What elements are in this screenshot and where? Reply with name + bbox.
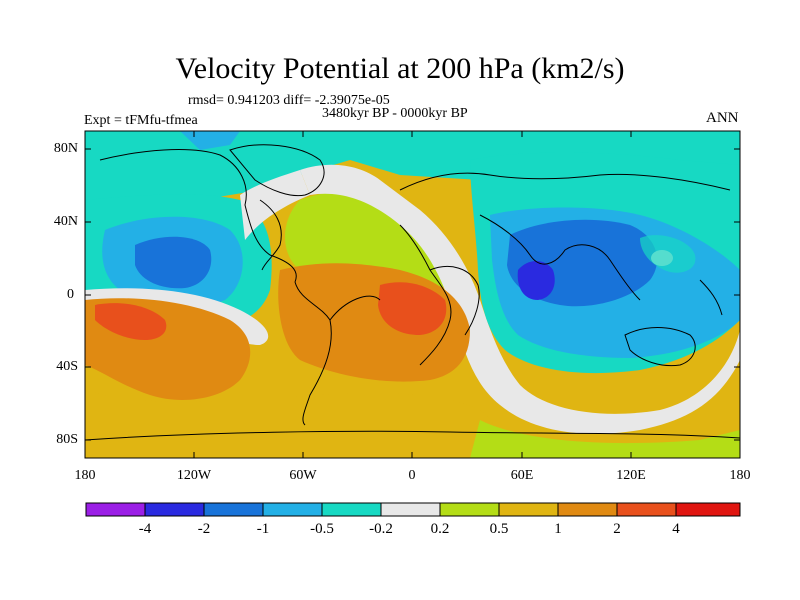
colorbar-box [144,502,205,517]
y-tick-label: 80N [53,141,78,156]
x-tick-label: 120E [616,468,646,483]
colorbar-box [557,502,618,517]
coast-antarctica [85,430,740,441]
contour-south-yellow [85,390,495,458]
colorbar-box [675,502,741,517]
colorbar-label: 0.2 [430,521,450,537]
coastlines [85,144,740,441]
colorbar-label: 4 [672,521,680,537]
y-tick-label: 40S [56,359,78,374]
x-tick-label: 0 [408,468,416,483]
coast-brazil [329,295,381,321]
x-tick-label: 60W [289,468,317,483]
x-tick-label: 120W [176,468,212,483]
colorbar-label: 0.5 [489,521,509,537]
colorbar-box [380,502,441,517]
colorbar-label: 1 [554,521,562,537]
colorbar-label: -0.2 [369,521,393,537]
experiment-label: Expt = tFMfu-tfmea [84,113,198,128]
coast-greenland [229,144,325,197]
coast-asia-south [479,214,641,301]
contour-greenland-blue [180,131,240,150]
colorbar-label: 2 [613,521,621,537]
colorbar-box [262,502,323,517]
contour-south-green [470,420,740,458]
coast-australia [624,327,696,367]
colorbar-label: -2 [197,521,211,537]
colorbar-label: -4 [138,521,152,537]
chart-title: Velocity Potential at 200 hPa (km2/s) [175,52,625,85]
colorbar-box [439,502,500,517]
contour-field [85,131,740,458]
coast-pacific-islands [699,279,723,316]
colorbar-box [498,502,559,517]
colorbar-box [85,502,146,517]
season-label: ANN [706,110,739,126]
colorbar-label: -1 [256,521,270,537]
contour-pacific-blue [135,236,212,289]
coast-north-america [99,149,297,283]
coast-africa-west [399,224,452,366]
contour-indian-darkblue [517,261,555,300]
colorbar-box [203,502,264,517]
contour-white-ribbon [300,164,740,434]
x-tick-label: 180 [74,468,96,483]
x-tick-label: 60E [510,468,534,483]
colorbar [85,502,741,517]
y-tick-label: 0 [67,287,74,302]
contour-pacific-red [95,303,167,340]
colorbar-label: -0.5 [310,521,334,537]
y-tick-label: 40N [53,214,78,229]
colorbar-box [321,502,382,517]
coast-central-america [259,199,282,271]
coast-eurasia-north [399,172,731,191]
coast-south-america [294,281,332,426]
coast-africa-east [429,266,480,336]
colorbar-box [616,502,677,517]
contour-white-west-arm [240,170,310,240]
y-tick-label: 80S [56,432,78,447]
stats-subtitle: rmsd= 0.941203 diff= -2.39075e-05 [188,93,390,108]
period-subtitle: 3480kyr BP - 0000kyr BP [322,106,468,121]
axis-ticks [85,131,740,458]
contour-japan-teal [640,235,696,273]
contour-north-teal [85,131,740,205]
x-tick-label: 180 [729,468,751,483]
contour-atlantic-red [378,282,447,335]
